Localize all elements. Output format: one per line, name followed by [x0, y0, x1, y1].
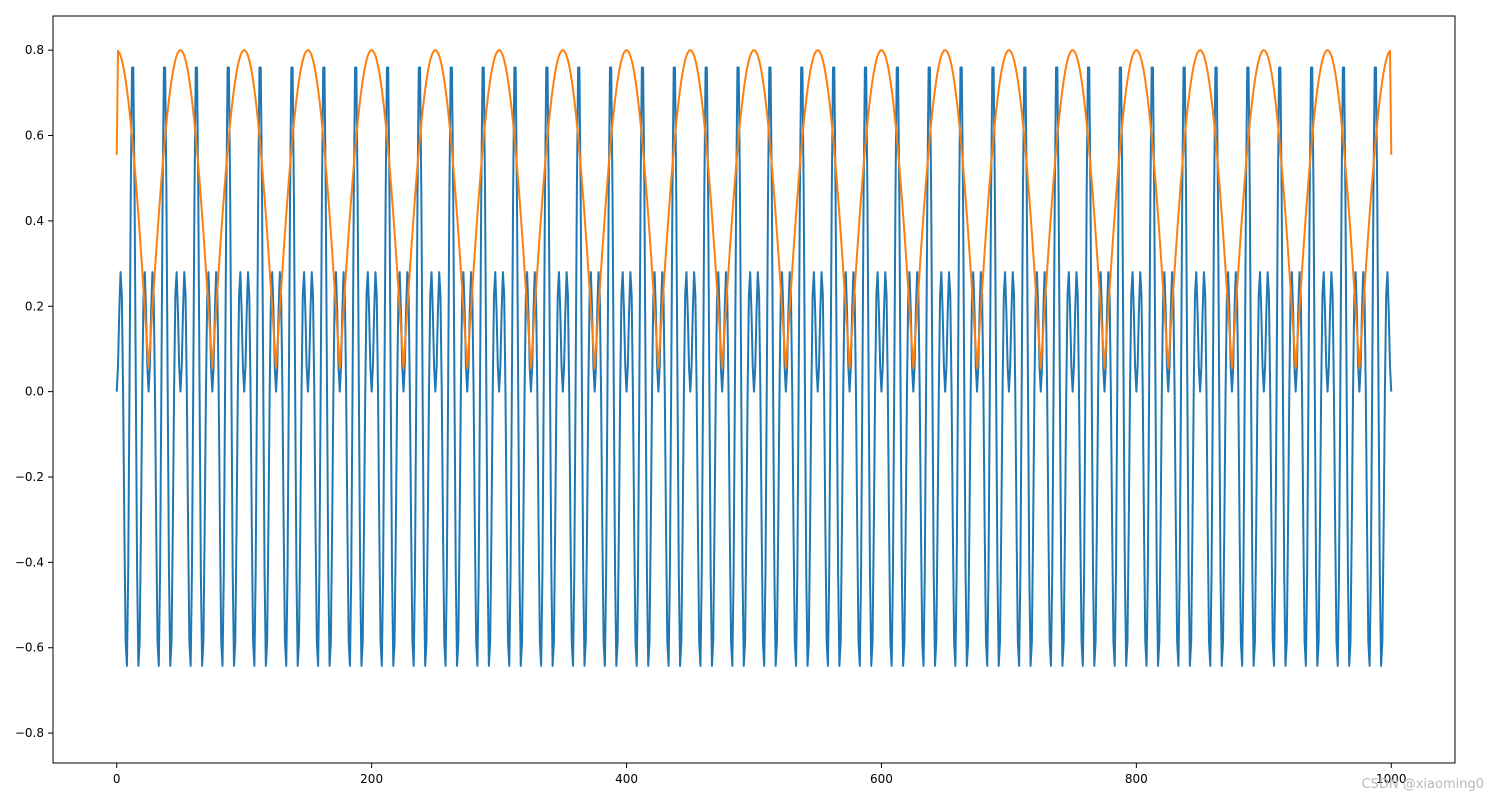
x-tick-label: 400	[615, 772, 638, 786]
x-tick-label: 800	[1125, 772, 1148, 786]
x-tick-label: 1000	[1376, 772, 1407, 786]
y-tick-label: 0.6	[25, 129, 44, 143]
y-tick-label: −0.4	[15, 555, 44, 569]
x-tick-label: 0	[113, 772, 121, 786]
y-tick-label: −0.2	[15, 470, 44, 484]
y-tick-label: 0.0	[25, 385, 44, 399]
y-tick-label: −0.8	[15, 726, 44, 740]
watermark: CSDN @xiaoming0	[1361, 777, 1484, 792]
x-tick-label: 200	[360, 772, 383, 786]
series-line-envelope	[115, 49, 1393, 370]
plot-frame	[52, 15, 1456, 764]
x-tick-label: 600	[870, 772, 893, 786]
y-tick-label: 0.4	[25, 214, 44, 228]
y-tick-label: −0.6	[15, 641, 44, 655]
y-tick-label: 0.8	[25, 43, 44, 57]
x-axis: 0 200 400 600 800 1000	[113, 763, 1407, 786]
y-tick-label: 0.2	[25, 299, 44, 313]
series-line-oscillation	[115, 66, 1393, 667]
y-axis: −0.8 −0.6 −0.4 −0.2 0.0 0.2 0.4 0.6 0.8	[15, 43, 53, 740]
